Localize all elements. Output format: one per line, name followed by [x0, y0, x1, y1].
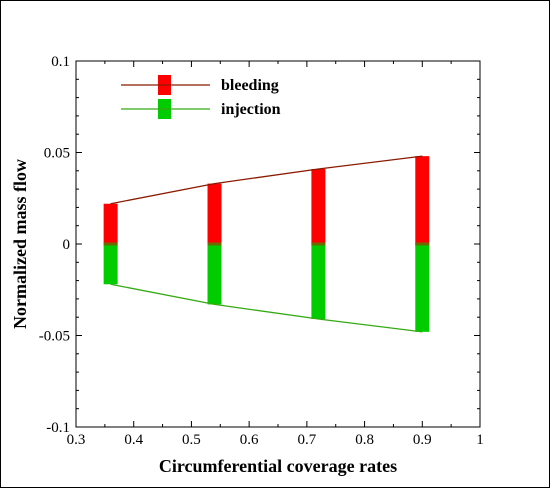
y-tick-label: 0.05 — [44, 146, 70, 162]
zero-band — [311, 242, 326, 246]
x-tick-label: 0.7 — [297, 432, 316, 448]
y-tick-label: 0 — [63, 237, 71, 253]
legend: bleeding injection — [121, 75, 281, 119]
y-tick-label: -0.1 — [46, 420, 70, 436]
zero-band — [103, 242, 118, 246]
x-tick-label: 0.8 — [355, 432, 374, 448]
injection-bar — [207, 244, 222, 305]
chart-marks — [103, 155, 430, 333]
x-tick-label: 0.4 — [124, 432, 143, 448]
injection-legend-label: injection — [221, 101, 281, 118]
y-tick-label: -0.05 — [39, 329, 70, 345]
bleeding-bar — [311, 168, 326, 244]
bleeding-line — [110, 155, 423, 205]
bleeding-bar — [103, 203, 118, 244]
x-tick-label: 0.9 — [413, 432, 432, 448]
injection-bar — [311, 244, 326, 320]
bleeding-bar — [207, 183, 222, 244]
x-tick-label: 0.6 — [240, 432, 259, 448]
y-axis-title: Normalized mass flow — [10, 159, 30, 329]
x-axis-title: Circumferential coverage rates — [159, 456, 397, 476]
injection-line — [110, 283, 423, 333]
zero-band — [415, 242, 430, 246]
x-tick-label: 1 — [476, 432, 484, 448]
zero-band — [207, 242, 222, 246]
injection-bar — [415, 244, 430, 332]
bleeding-bar — [415, 156, 430, 244]
y-tick-label: 0.1 — [51, 54, 70, 70]
axis-ticks: 0.3 0.4 0.5 0.6 0.7 0.8 0.9 1 -0.1 -0.05 0 0.05 0.1 — [39, 54, 484, 448]
x-tick-label: 0.3 — [67, 432, 86, 448]
injection-bar — [103, 244, 118, 285]
x-tick-label: 0.5 — [182, 432, 201, 448]
bleeding-legend-label: bleeding — [221, 77, 279, 94]
